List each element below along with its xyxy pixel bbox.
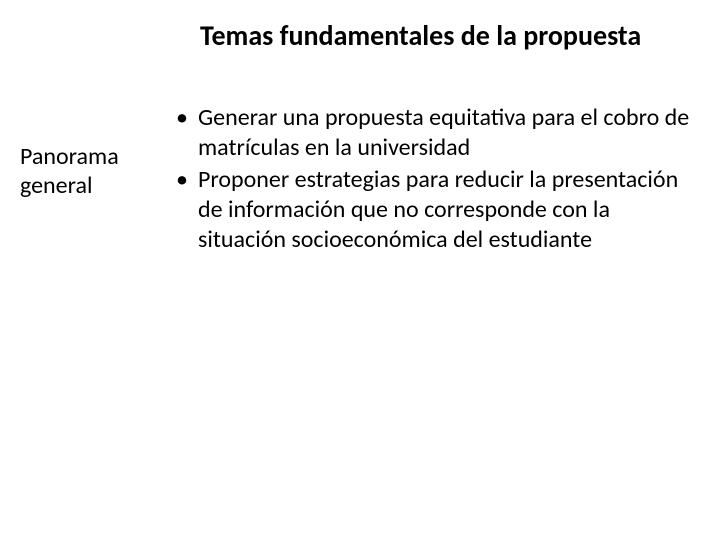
list-item: Generar una propuesta equitativa para el… xyxy=(170,103,690,163)
section-label: Panorama general xyxy=(20,143,150,201)
bullet-list: Generar una propuesta equitativa para el… xyxy=(170,103,690,257)
slide: Temas fundamentales de la propuesta Pano… xyxy=(0,0,720,540)
list-item: Proponer estrategias para reducir la pre… xyxy=(170,165,690,255)
content-row: Panorama general Generar una propuesta e… xyxy=(20,103,690,257)
section-label-line1: Panorama xyxy=(20,142,119,171)
slide-title: Temas fundamentales de la propuesta xyxy=(200,18,690,53)
section-label-line2: general xyxy=(20,171,92,200)
